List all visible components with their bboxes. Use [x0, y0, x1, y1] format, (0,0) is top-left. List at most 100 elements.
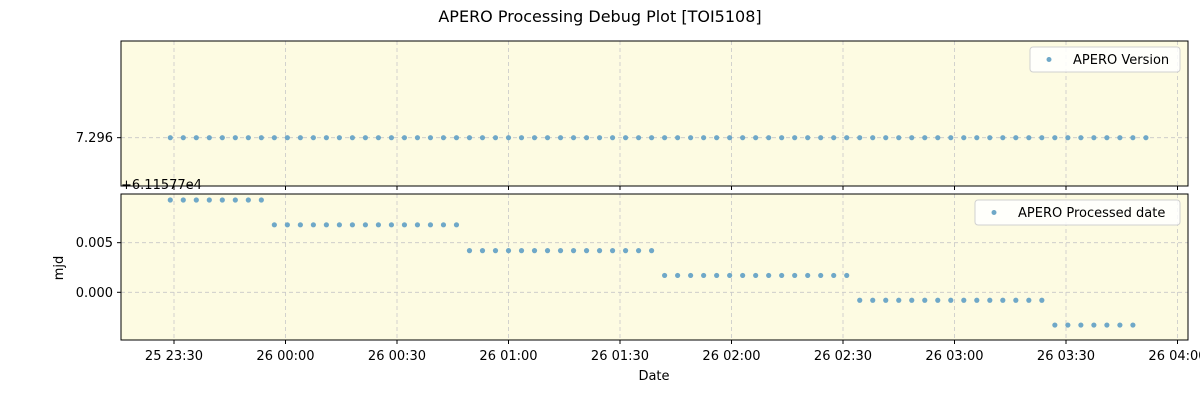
apero-processed-date-point	[310, 222, 316, 228]
apero-version-point	[557, 135, 564, 141]
apero-version-point	[1104, 135, 1110, 141]
apero-processed-date-point	[1091, 322, 1097, 328]
apero-processed-date-point	[857, 297, 863, 303]
apero-processed-date-point	[1130, 322, 1136, 328]
apero-version-point	[857, 135, 863, 141]
apero-version-point	[297, 135, 303, 141]
apero-processed-date-point	[792, 272, 798, 279]
apero-version-point	[492, 135, 499, 141]
bottom-x-tick-label: 26 00:30	[368, 349, 426, 364]
apero-processed-date-point	[662, 272, 668, 279]
apero-version-point	[323, 135, 329, 141]
apero-version-point	[779, 135, 785, 141]
apero-version-point	[727, 135, 733, 141]
apero-processed-date-point	[544, 248, 551, 254]
apero-version-point	[844, 135, 850, 141]
apero-version-point	[414, 135, 421, 141]
apero-version-point	[1065, 135, 1071, 141]
bottom-x-tick-label: 26 00:00	[256, 349, 314, 364]
apero-processed-date-point	[557, 248, 564, 254]
apero-version-point	[1052, 135, 1058, 141]
apero-version-point	[831, 135, 837, 141]
apero-version-point	[466, 135, 473, 141]
apero-processed-date-point	[844, 272, 850, 279]
apero-version-point	[180, 135, 186, 141]
apero-version-point	[375, 135, 382, 141]
apero-version-point	[753, 135, 759, 141]
apero-version-point	[740, 135, 746, 141]
apero-version-point	[635, 135, 642, 141]
apero-processed-date-point	[271, 222, 277, 228]
apero-processed-date-point	[193, 197, 199, 203]
apero-processed-date-point	[492, 248, 499, 254]
apero-version-point	[662, 135, 668, 141]
apero-processed-date-point	[362, 222, 369, 228]
apero-version-point	[1143, 135, 1149, 141]
apero-processed-date-point	[1065, 322, 1071, 328]
bottom-x-tick-label: 25 23:30	[145, 349, 203, 364]
bottom-legend-label: APERO Processed date	[1018, 206, 1165, 221]
apero-version-point	[310, 135, 316, 141]
apero-processed-date-point	[180, 197, 186, 203]
apero-version-point	[453, 135, 460, 141]
apero-processed-date-point	[622, 248, 629, 254]
apero-version-point	[1117, 135, 1123, 141]
bottom-y-tick-label: 0.000	[76, 286, 113, 301]
apero-version-point	[531, 135, 538, 141]
apero-processed-date-point	[922, 297, 928, 303]
apero-processed-date-point	[1104, 322, 1110, 328]
apero-version-point	[1039, 135, 1045, 141]
apero-processed-date-point	[232, 197, 238, 203]
apero-processed-date-point	[206, 197, 212, 203]
apero-processed-date-point	[219, 197, 225, 203]
top-axes-frame	[120, 40, 1189, 187]
apero-processed-date-point	[284, 222, 290, 228]
apero-processed-date-point	[596, 248, 603, 254]
bottom-x-axis-label: Date	[638, 369, 669, 384]
bottom-x-tick-label: 26 03:00	[925, 349, 983, 364]
apero-processed-date-point	[779, 272, 785, 279]
bottom-y-offset-label: +6.11577e4	[121, 178, 202, 193]
apero-version-point	[922, 135, 928, 141]
apero-version-point	[193, 135, 199, 141]
bottom-x-axis: 25 23:30 26 00:00 26 00:30 26 01:00 26 01:30…	[145, 340, 1200, 364]
top-legend-box	[1029, 46, 1181, 73]
apero-processed-date-point	[896, 297, 902, 303]
apero-version-point	[349, 135, 355, 141]
apero-processed-date-point	[701, 272, 707, 279]
apero-version-point	[648, 135, 655, 141]
apero-processed-date-point	[766, 272, 772, 279]
apero-processed-date-point	[740, 272, 746, 279]
apero-version-point	[870, 135, 876, 141]
apero-version-point	[440, 135, 447, 141]
apero-processed-date-point	[961, 297, 967, 303]
apero-processed-date-point	[583, 248, 590, 254]
apero-version-point	[1013, 135, 1019, 141]
apero-version-point	[714, 135, 720, 141]
bottom-x-tick-label: 26 01:00	[479, 349, 537, 364]
apero-version-point	[1000, 135, 1006, 141]
apero-version-point	[362, 135, 369, 141]
top-x-axis-ticks	[173, 186, 1178, 190]
apero-version-point	[167, 135, 173, 141]
apero-processed-date-point	[974, 297, 980, 303]
top-y-axis: 7.296	[76, 131, 121, 146]
apero-version-point	[518, 135, 525, 141]
apero-processed-date-point	[948, 297, 954, 303]
apero-version-point	[427, 135, 434, 141]
apero-version-point	[388, 135, 395, 141]
apero-processed-date-point	[1013, 297, 1019, 303]
apero-processed-date-point	[336, 222, 342, 228]
top-series-apero-version	[167, 135, 1149, 141]
bottom-x-tick-label: 26 04:00	[1148, 349, 1200, 364]
apero-processed-date-point	[635, 248, 642, 254]
top-legend-marker	[1046, 57, 1052, 62]
apero-processed-date-point	[648, 248, 655, 254]
apero-version-point	[284, 135, 290, 141]
apero-processed-date-point	[714, 272, 720, 279]
apero-processed-date-point	[258, 197, 264, 203]
apero-version-point	[948, 135, 954, 141]
apero-processed-date-point	[297, 222, 303, 228]
apero-processed-date-point	[1052, 322, 1058, 328]
